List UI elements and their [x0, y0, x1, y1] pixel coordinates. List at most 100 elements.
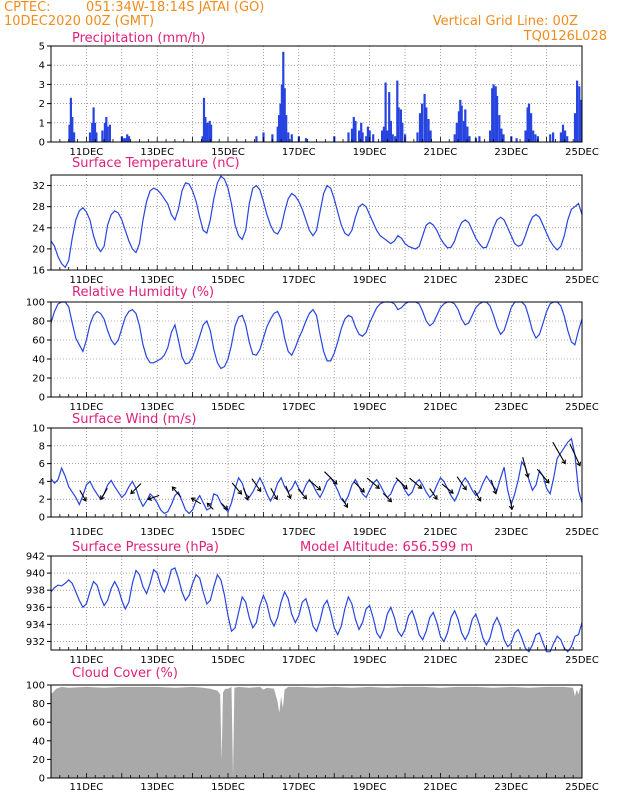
x-tick-label: 23DEC [494, 527, 528, 538]
panel-title: Cloud Cover (%) [72, 666, 178, 681]
x-tick-label: 19DEC [353, 275, 387, 286]
wind-vector-head [147, 495, 153, 501]
wind-vector-shaft [429, 488, 438, 500]
wind-vector [231, 482, 243, 495]
y-tick-label: 934 [26, 620, 45, 631]
x-tick-label: 23DEC [494, 147, 528, 158]
wind-vector [395, 477, 408, 490]
y-tick-label: 938 [26, 586, 45, 597]
x-tick-label: 11DEC [70, 527, 104, 538]
precip-bar [389, 120, 392, 142]
precip-bar [282, 51, 285, 142]
precip-bar [126, 134, 129, 142]
wind-vector [190, 497, 202, 505]
wind-vector-head [417, 484, 423, 489]
precip-bar [421, 103, 424, 142]
wind-vector [147, 494, 160, 501]
precip-bar [347, 132, 350, 142]
wind-vector-shaft [569, 443, 581, 466]
precip-bar [91, 122, 94, 142]
wind-vector-head [360, 487, 365, 493]
y-tick-label: 10 [32, 424, 45, 435]
precip-bar [381, 130, 384, 142]
x-tick-label: 21DEC [424, 147, 458, 158]
wind-vector [270, 488, 278, 501]
precip-bar [105, 117, 108, 142]
precip-bar [201, 136, 204, 142]
wind-vector-shaft [171, 486, 182, 498]
x-tick-label: 23DEC [494, 655, 528, 666]
x-tick-label: 21DEC [424, 655, 458, 666]
wind-vector-head [476, 496, 482, 502]
precip-bar [382, 126, 385, 142]
x-tick-label: 19DEC [353, 782, 387, 793]
x-tick-label: 21DEC [424, 527, 458, 538]
x-tick-label: 19DEC [353, 402, 387, 413]
x-tick-label: 19DEC [353, 147, 387, 158]
wind-vector-shaft [191, 497, 202, 505]
y-tick-label: 24 [32, 223, 45, 234]
x-tick-label: 23DEC [494, 782, 528, 793]
wind-vector-shaft [221, 502, 228, 510]
panel-title: Relative Humidity (%) [72, 285, 214, 300]
precip-bar [468, 136, 471, 142]
precip-bar [352, 117, 355, 142]
precip-bar [578, 86, 581, 142]
wind-vector [100, 488, 108, 501]
precip-bar [372, 134, 375, 142]
wind-vector-shaft [509, 499, 513, 510]
precip-bar [69, 97, 72, 142]
precip-bar [304, 138, 308, 142]
panels: 0 1 2 3 4 5 11DEC 13DEC 15DEC 17DEC 19DEC 21DEC 23DE… [26, 31, 599, 793]
wind-vector [251, 478, 262, 493]
wind-vector [569, 443, 582, 467]
wind-vector [382, 492, 393, 503]
wind-vector [490, 479, 498, 495]
x-tick-label: 17DEC [282, 275, 316, 286]
precip-bar [401, 122, 404, 142]
x-tick-label: 21DEC [424, 275, 458, 286]
cloud-cover-area [51, 686, 582, 778]
wind-vector-head [544, 478, 550, 484]
wind-vector-shaft [231, 482, 242, 495]
x-tick-label: 17DEC [282, 147, 316, 158]
x-tick-label: 15DEC [211, 402, 245, 413]
panel-precipitation: 0 1 2 3 4 5 11DEC 13DEC 15DEC 17DEC 19DEC 21DEC 23DE… [39, 31, 599, 158]
precip-bar [388, 92, 391, 142]
precip-bar [210, 124, 213, 142]
y-tick-label: 2 [39, 495, 45, 506]
y-tick-label: 0 [39, 138, 45, 149]
y-tick-label: 8 [39, 441, 45, 452]
precip-bar [368, 130, 371, 142]
wind-vector-shaft [324, 471, 338, 485]
precip-bar [427, 119, 430, 142]
y-tick-label: 0 [39, 774, 45, 785]
x-tick-label: 17DEC [282, 655, 316, 666]
wind-vector-head [448, 489, 454, 494]
precip-bar [287, 132, 290, 142]
wind-vector [456, 476, 467, 491]
precip-bar [418, 113, 422, 142]
precip-bar [208, 120, 211, 142]
panel-pressure: 932 934 936 938 940 942 11DEC 13DEC 15DEC 17DEC 19… [26, 540, 599, 666]
y-tick-label: 4 [39, 61, 45, 72]
precip-bar [278, 115, 281, 142]
precip-bar [561, 124, 565, 142]
precip-bar [524, 130, 527, 142]
wind-vector [552, 441, 566, 465]
precip-bar [532, 130, 535, 142]
precip-bar [552, 132, 555, 142]
precip-bar [573, 113, 577, 142]
wind-vector-shaft [130, 483, 142, 494]
x-tick-label: 23DEC [494, 275, 528, 286]
x-tick-label: 15DEC [211, 655, 245, 666]
precip-bar [397, 107, 400, 142]
header-datetime: 10DEC2020 00Z (GMT) [4, 14, 154, 29]
precip-bar [423, 94, 426, 142]
wind-vector-shaft [441, 483, 454, 494]
panel-humidity: 0 20 40 60 80 100 11DEC 13DEC 15DEC 17DEC 19DEC 21D… [26, 285, 599, 413]
precip-bar [489, 130, 492, 142]
series-line-pressure [50, 567, 583, 653]
wind-vector [508, 499, 515, 511]
wind-vector [341, 498, 349, 509]
